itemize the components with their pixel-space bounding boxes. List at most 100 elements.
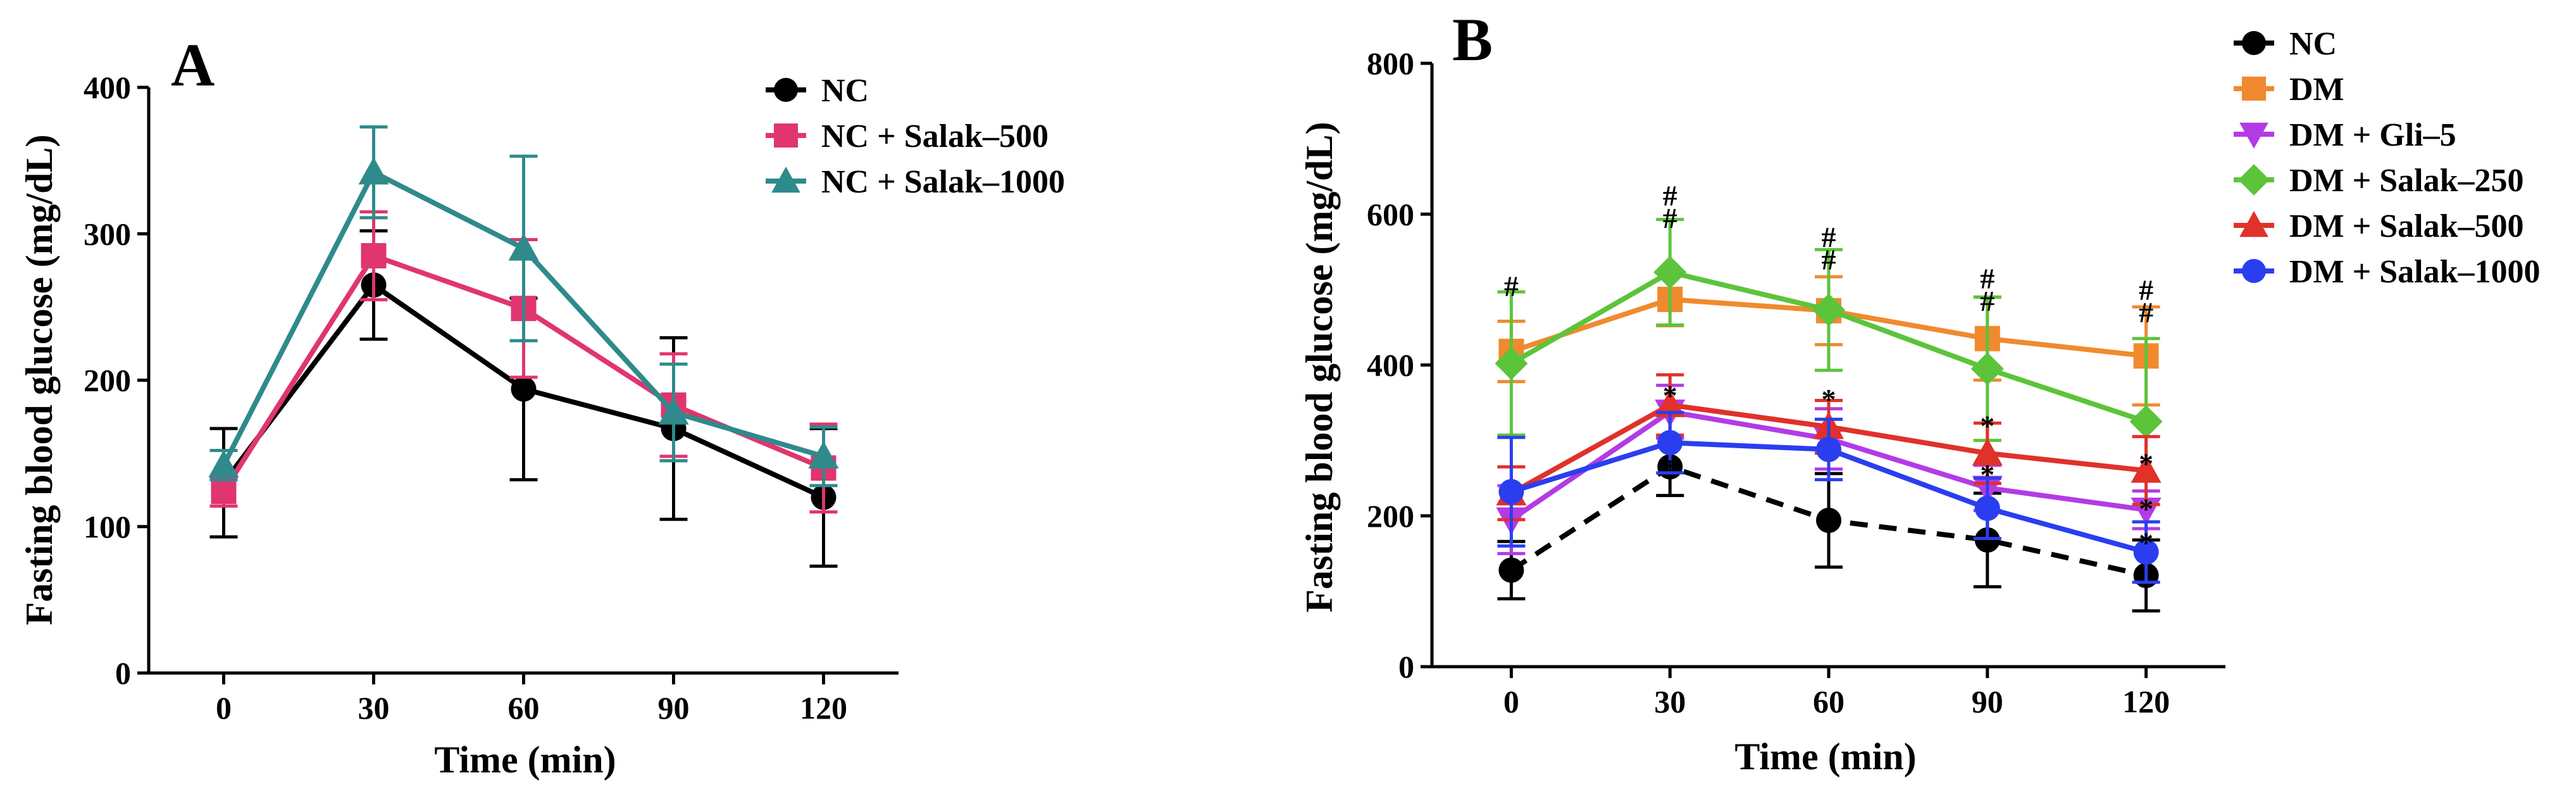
b-x-tick-label: 90 xyxy=(1972,684,2003,719)
b-data-point xyxy=(1498,479,1524,505)
panel-a-x-axis-title: Time (min) xyxy=(434,739,616,781)
b-data-point xyxy=(1655,389,1686,417)
panel-b: B Fasting blood glucose (mg/dL) Time (mi… xyxy=(1298,6,2541,777)
a-y-tick-label: 100 xyxy=(84,509,131,544)
b-star-annotation: * xyxy=(1663,379,1677,412)
b-star-annotation: * xyxy=(1663,453,1677,486)
b-hash-annotation: # xyxy=(2139,296,2153,329)
b-hash-annotation: # xyxy=(1980,263,1994,295)
b-star-annotation: * xyxy=(1980,458,1994,491)
b-data-point xyxy=(1657,430,1683,456)
b-y-tick-label: 0 xyxy=(1398,649,1414,684)
panel-b-axes: 0 200 400 600 800 0 30 60 90 120 xyxy=(1367,46,2225,719)
b-series-4 xyxy=(1495,218,2163,506)
b-hash-annotation: # xyxy=(1663,202,1677,234)
b-legend-marker xyxy=(2242,31,2266,55)
a-legend-item: NC + Salak–1000 xyxy=(766,164,1065,200)
a-data-point xyxy=(808,441,839,469)
a-legend-marker xyxy=(771,167,800,193)
b-data-point xyxy=(1653,255,1687,289)
a-data-point xyxy=(361,242,387,268)
b-legend-item: DM xyxy=(2234,72,2344,108)
b-y-tick-label: 800 xyxy=(1367,46,1414,81)
b-star-annotation: * xyxy=(1980,410,1994,442)
b-hash-annotation: # xyxy=(1663,179,1677,211)
panel-b-y-axis-title: Fasting blood glucose (mg/dL) xyxy=(1298,122,1340,612)
panel-b-label: B xyxy=(1452,6,1493,73)
b-data-point xyxy=(1816,507,1841,533)
b-x-tick-label: 30 xyxy=(1654,684,1686,719)
panel-a-axes: 0 100 200 300 400 0 30 60 90 120 xyxy=(84,70,899,726)
b-hash-annotation: # xyxy=(1822,244,1836,276)
b-data-point xyxy=(1974,495,2000,521)
b-legend-label: DM + Salak–1000 xyxy=(2289,254,2541,290)
a-y-tick-label: 400 xyxy=(84,70,131,105)
panel-a-label: A xyxy=(171,31,215,99)
b-x-tick-label: 0 xyxy=(1503,684,1519,719)
b-legend-label: DM + Salak–500 xyxy=(2289,208,2524,244)
a-data-point xyxy=(208,450,239,477)
panel-a-plot xyxy=(208,125,839,568)
b-legend-marker xyxy=(2242,259,2266,283)
panel-a-legend: NC NC + Salak–500 NC + Salak–1000 xyxy=(766,73,1065,200)
a-x-tick-label: 0 xyxy=(216,690,232,726)
a-legend-marker xyxy=(774,123,798,148)
panel-b-annotations: ###**##*##**##*** xyxy=(1504,179,2153,558)
b-data-point xyxy=(2129,405,2163,438)
a-series-3 xyxy=(208,125,839,488)
b-legend-label: DM xyxy=(2289,72,2344,108)
b-legend-label: DM + Gli–5 xyxy=(2289,117,2456,153)
a-data-point xyxy=(211,479,237,505)
b-legend-label: DM + Salak–250 xyxy=(2289,163,2524,199)
b-hash-annotation: # xyxy=(1822,221,1836,253)
b-hash-annotation: # xyxy=(1504,270,1519,302)
b-y-tick-label: 200 xyxy=(1367,498,1414,534)
b-legend-item: DM + Salak–250 xyxy=(2234,163,2524,199)
b-data-point xyxy=(1970,352,2004,386)
b-data-point xyxy=(1816,436,1841,462)
b-star-annotation: * xyxy=(1822,383,1836,415)
b-data-point xyxy=(2131,455,2162,483)
b-data-point xyxy=(1495,347,1528,381)
b-legend-marker xyxy=(2238,164,2270,196)
a-legend-item: NC + Salak–500 xyxy=(766,118,1048,154)
b-hash-annotation: # xyxy=(1980,285,1994,317)
a-data-point xyxy=(508,233,539,261)
a-y-tick-label: 0 xyxy=(115,655,131,691)
b-legend-marker xyxy=(2239,122,2268,149)
a-legend-label: NC xyxy=(821,73,869,109)
b-data-point xyxy=(2133,539,2159,565)
b-legend-item: DM + Salak–1000 xyxy=(2234,254,2541,290)
a-y-tick-label: 300 xyxy=(84,216,131,251)
b-x-tick-label: 60 xyxy=(1813,684,1845,719)
b-y-tick-label: 600 xyxy=(1367,196,1414,232)
a-legend-marker xyxy=(774,78,798,102)
a-y-tick-label: 200 xyxy=(84,363,131,398)
b-hash-annotation: # xyxy=(2139,274,2153,306)
panel-a: A Fasting blood glucose (mg/dL) Time (mi… xyxy=(18,31,1065,781)
a-x-tick-label: 60 xyxy=(508,690,540,726)
a-x-tick-label: 120 xyxy=(800,690,847,726)
b-data-point xyxy=(1812,293,1845,327)
a-legend-label: NC + Salak–1000 xyxy=(821,164,1065,200)
b-star-annotation: * xyxy=(2139,526,2153,558)
b-legend-marker xyxy=(2239,211,2268,237)
b-star-annotation: * xyxy=(2139,493,2153,525)
b-x-tick-label: 120 xyxy=(2122,684,2170,719)
b-legend-item: DM + Gli–5 xyxy=(2234,117,2456,153)
b-legend-item: DM + Salak–500 xyxy=(2234,208,2524,244)
b-y-tick-label: 400 xyxy=(1367,348,1414,383)
b-star-annotation: * xyxy=(2139,447,2153,479)
a-data-point xyxy=(511,376,537,402)
a-x-tick-label: 30 xyxy=(358,690,390,726)
b-legend-marker xyxy=(2242,77,2266,101)
panel-a-y-axis-title: Fasting blood glucose (mg/dL) xyxy=(18,134,60,625)
a-data-point xyxy=(658,397,689,425)
panel-b-x-axis-title: Time (min) xyxy=(1734,736,1916,777)
b-data-point xyxy=(1498,557,1524,583)
panel-b-plot xyxy=(1495,218,2163,613)
a-legend-item: NC xyxy=(766,73,869,109)
panel-b-legend: NC DM DM + Gli–5 DM + Salak–250 DM + Salak–5… xyxy=(2234,26,2541,290)
b-data-point xyxy=(1972,437,2003,466)
